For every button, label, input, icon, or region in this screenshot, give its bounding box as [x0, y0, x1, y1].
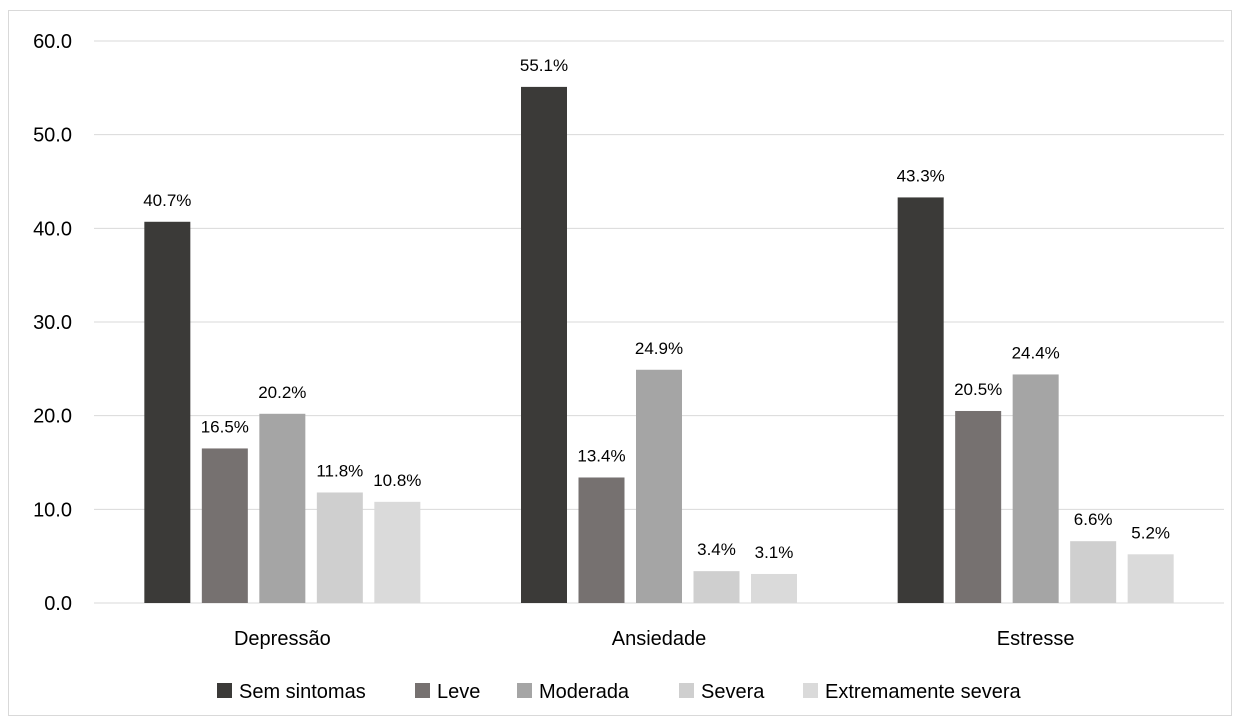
data-label: 24.4%	[1012, 343, 1060, 362]
data-label: 43.3%	[897, 166, 945, 185]
legend-swatch	[517, 683, 532, 698]
bar-extremamente-severa	[751, 573, 797, 603]
legend-swatch	[803, 683, 818, 698]
y-tick-label: 30.0	[33, 312, 72, 334]
bar-moderada	[259, 413, 306, 603]
bar-sem-sintomas	[897, 197, 944, 603]
bar-extremamente-severa	[374, 501, 421, 603]
data-label: 20.2%	[258, 383, 306, 402]
x-category-label: Ansiedade	[612, 628, 707, 650]
legend-swatch	[415, 683, 430, 698]
data-label: 3.1%	[755, 543, 794, 562]
legend-label: Extremamente severa	[825, 681, 1022, 703]
bar-moderada	[1012, 374, 1059, 603]
data-label: 55.1%	[520, 56, 568, 75]
legend-label: Sem sintomas	[239, 681, 366, 703]
x-category-label: Estresse	[997, 628, 1075, 650]
bar-leve	[578, 477, 625, 603]
bar-severa	[693, 571, 740, 603]
data-label: 11.8%	[316, 461, 363, 480]
y-tick-label: 0.0	[44, 593, 72, 615]
legend-swatch	[217, 683, 232, 698]
data-label: 5.2%	[1131, 523, 1170, 542]
y-tick-label: 50.0	[33, 125, 72, 147]
bar-leve	[201, 448, 248, 603]
x-category-label: Depressão	[234, 628, 331, 650]
bar-sem-sintomas	[521, 86, 567, 603]
y-tick-label: 20.0	[33, 406, 72, 428]
y-tick-label: 60.0	[33, 31, 72, 53]
legend-swatch	[679, 683, 694, 698]
bar-leve	[955, 410, 1002, 603]
data-label: 13.4%	[577, 446, 625, 465]
bar-severa	[1070, 541, 1117, 603]
y-tick-label: 10.0	[33, 499, 72, 521]
bar-sem-sintomas	[144, 221, 191, 603]
legend-label: Moderada	[539, 681, 630, 703]
data-label: 3.4%	[697, 540, 736, 559]
data-label: 10.8%	[373, 471, 421, 490]
bar-severa	[316, 492, 363, 603]
data-label: 40.7%	[143, 191, 191, 210]
bar-moderada	[636, 369, 682, 603]
data-label: 6.6%	[1074, 510, 1113, 529]
y-tick-label: 40.0	[33, 218, 72, 240]
bar-extremamente-severa	[1127, 554, 1174, 603]
legend-label: Leve	[437, 681, 480, 703]
data-label: 20.5%	[954, 380, 1002, 399]
data-label: 16.5%	[201, 417, 249, 436]
legend-label: Severa	[701, 681, 765, 703]
data-label: 24.9%	[635, 339, 683, 358]
